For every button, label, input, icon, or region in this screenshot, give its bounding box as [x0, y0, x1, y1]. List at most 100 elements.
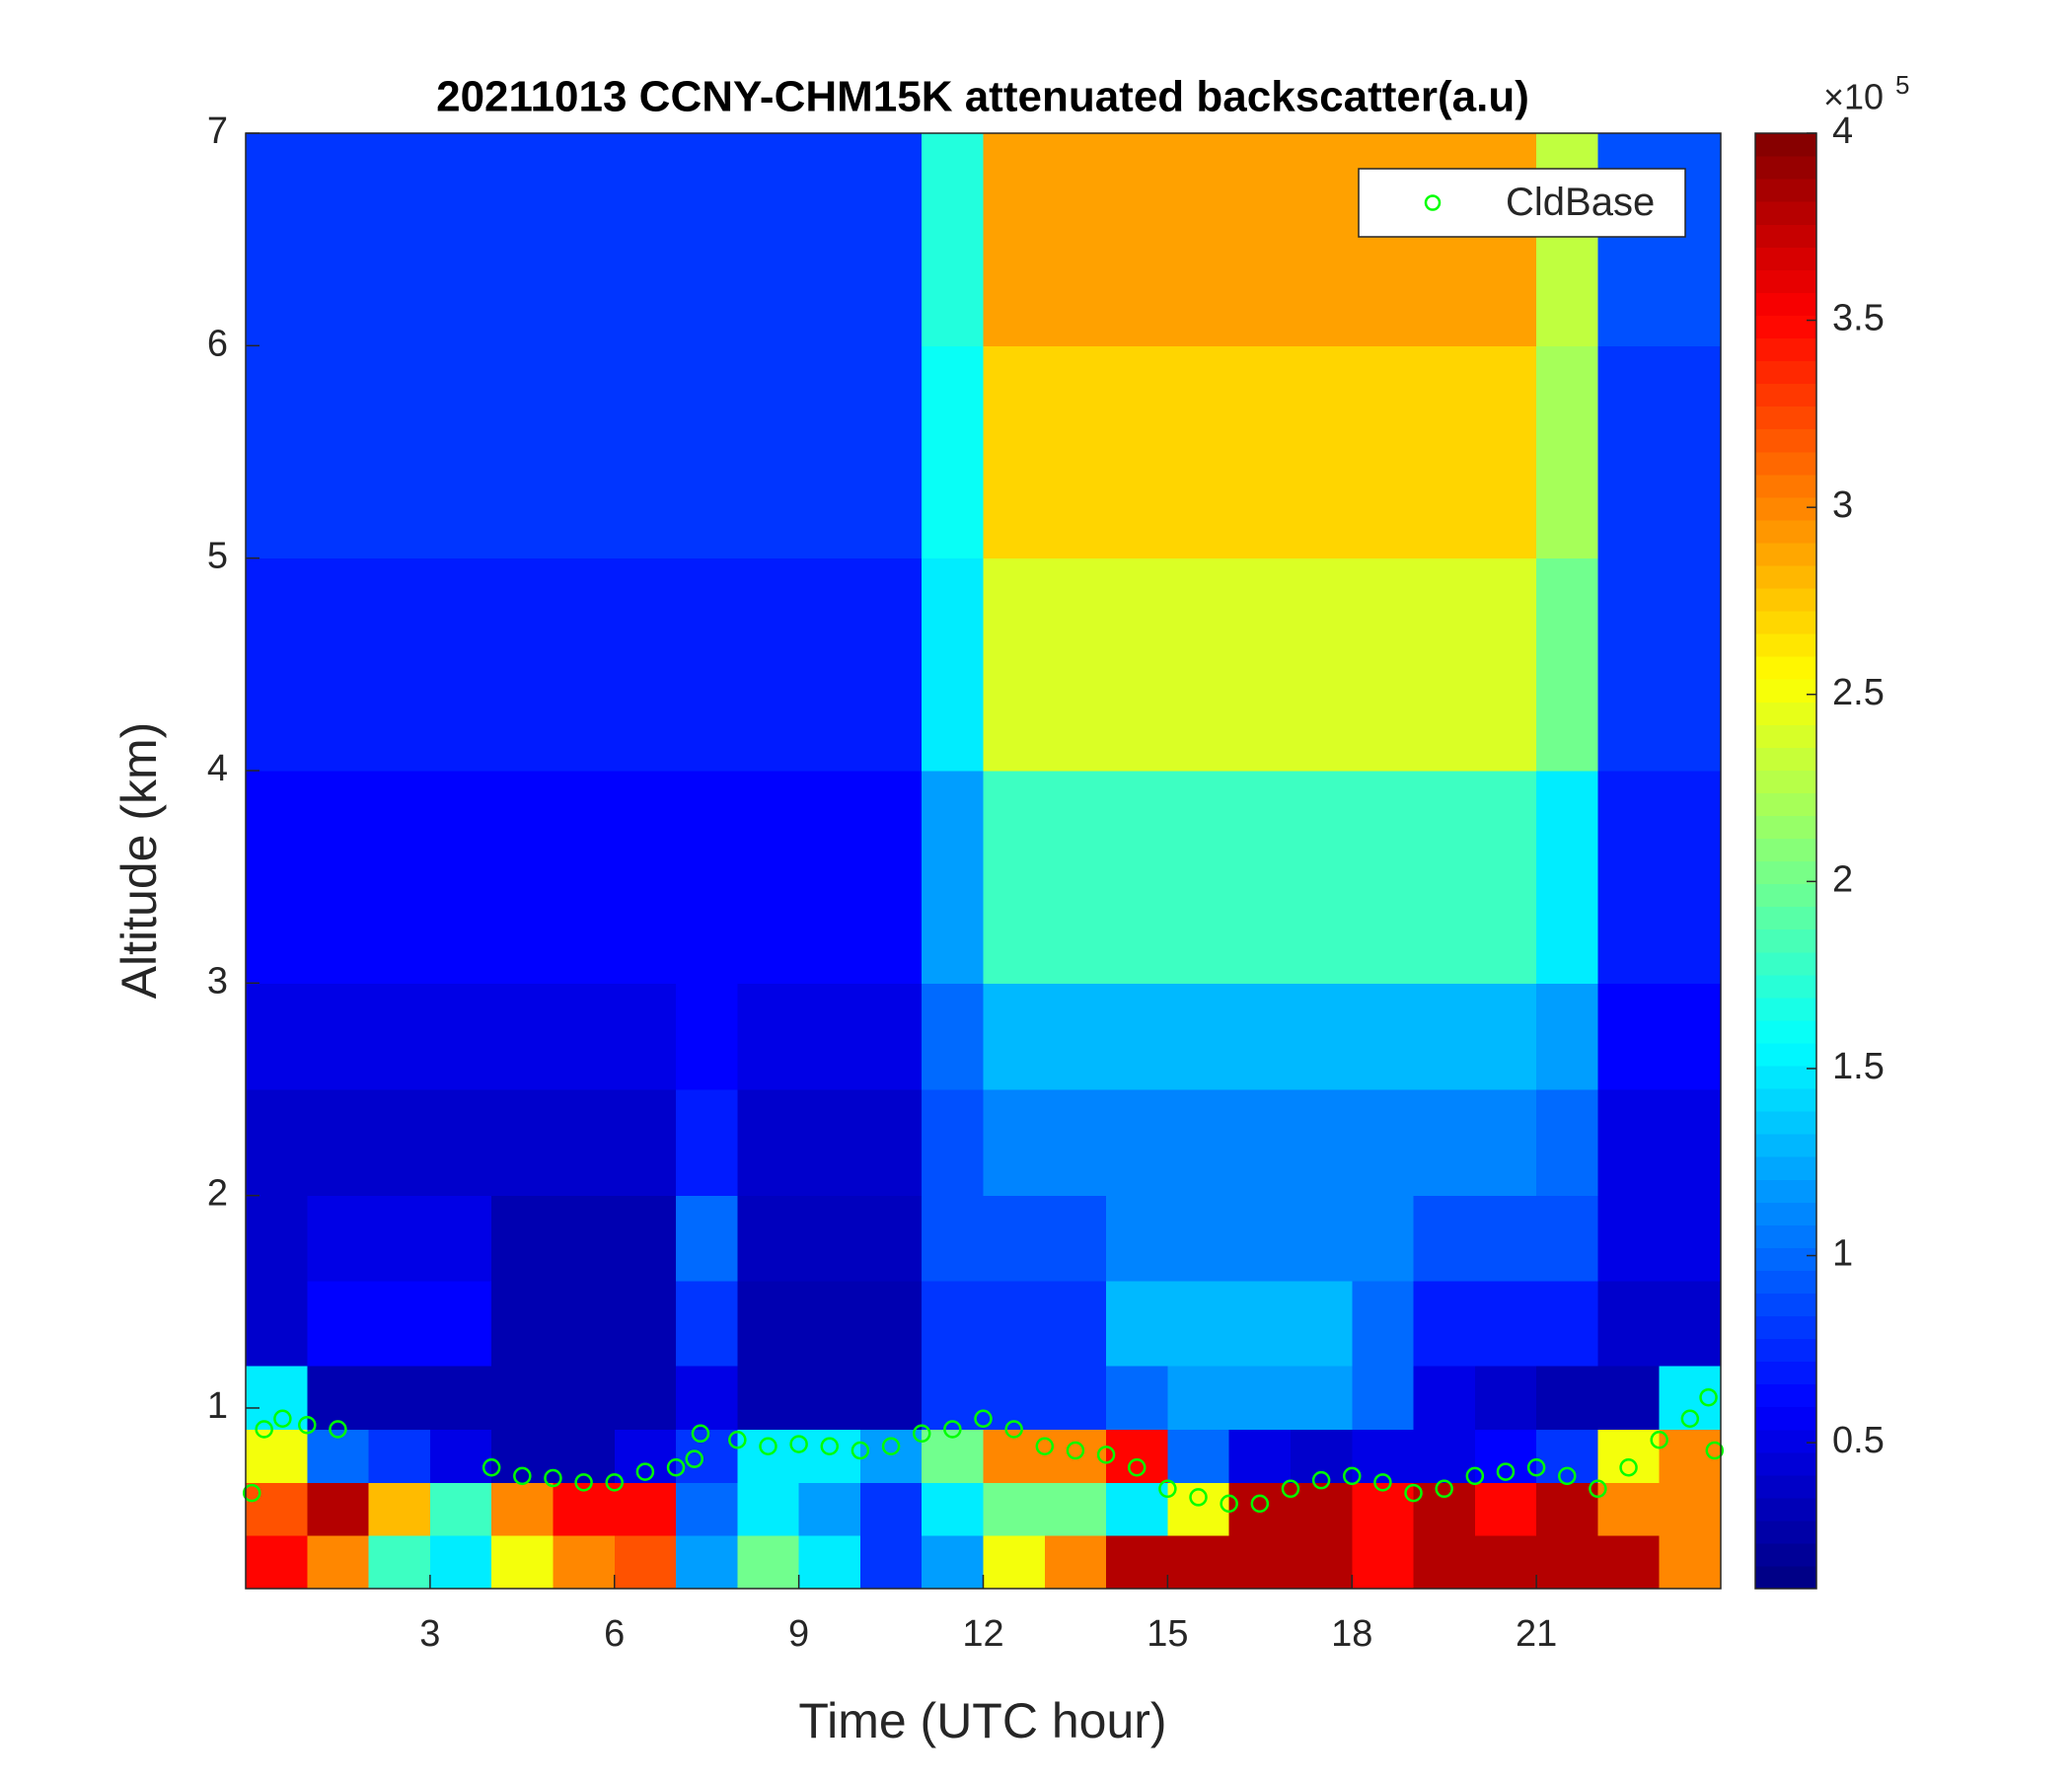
- colorbar-band: [1755, 1087, 1816, 1112]
- colorbar-tick-label: 2.5: [1832, 672, 1885, 713]
- heatmap-cell: [1413, 770, 1476, 984]
- heatmap-cell: [614, 1535, 677, 1590]
- colorbar-band: [1755, 770, 1816, 793]
- heatmap-cell: [1044, 1280, 1107, 1367]
- heatmap-cell: [429, 770, 492, 984]
- heatmap-cell: [614, 1365, 677, 1431]
- heatmap-cell: [429, 983, 492, 1090]
- heatmap-cell: [1597, 133, 1661, 346]
- heatmap-cell: [1044, 1535, 1107, 1590]
- colorbar-band: [1755, 224, 1816, 248]
- heatmap-cell: [1659, 557, 1722, 772]
- heatmap-cell: [922, 1482, 984, 1536]
- cloud-base-point: [635, 1462, 655, 1481]
- heatmap-cell: [983, 1088, 1046, 1197]
- colorbar-band: [1755, 1338, 1816, 1363]
- heatmap-cell: [859, 1535, 923, 1590]
- heatmap-cell: [553, 1535, 616, 1590]
- heatmap-cell: [1413, 1195, 1476, 1282]
- heatmap-cell: [1106, 770, 1168, 984]
- heatmap-cell: [922, 1195, 984, 1282]
- heatmap-cell: [1106, 345, 1168, 559]
- heatmap-cell: [614, 345, 677, 559]
- cloud-base-point: [544, 1468, 562, 1488]
- heatmap-cell: [983, 1365, 1046, 1431]
- colorbar-band: [1755, 1383, 1816, 1408]
- heatmap-cell: [737, 1535, 800, 1590]
- cloud-base-point: [1343, 1466, 1362, 1486]
- heatmap-cell: [798, 1535, 861, 1590]
- cloud-base-point: [1281, 1479, 1300, 1499]
- heatmap-cell: [983, 1535, 1046, 1590]
- colorbar-tick-label: 4: [1832, 111, 1853, 152]
- heatmap-cell: [859, 1482, 923, 1536]
- colorbar-band: [1755, 1474, 1816, 1499]
- colorbar-band: [1755, 587, 1816, 612]
- heatmap-cell: [553, 1280, 616, 1367]
- cloud-base-point: [1250, 1494, 1270, 1514]
- heatmap-cell: [1290, 1429, 1353, 1483]
- heatmap-cell: [798, 1280, 861, 1367]
- x-tick-label: 9: [788, 1613, 809, 1655]
- heatmap-cell: [1597, 770, 1661, 984]
- heatmap-cell: [1044, 1365, 1107, 1431]
- heatmap-cell: [983, 770, 1046, 984]
- colorbar-band: [1755, 860, 1816, 885]
- heatmap-cell: [1106, 983, 1168, 1090]
- heatmap-cell: [368, 345, 431, 559]
- heatmap-cell: [1228, 1535, 1292, 1590]
- heatmap-cell: [798, 983, 861, 1090]
- heatmap-cell: [1536, 1482, 1598, 1536]
- heatmap-cell: [614, 1482, 677, 1536]
- heatmap-cell: [1474, 133, 1537, 346]
- heatmap-cell: [614, 1429, 677, 1483]
- heatmap-cell: [307, 1365, 370, 1431]
- cloud-base-point: [481, 1458, 501, 1477]
- colorbar-band: [1755, 360, 1816, 385]
- colorbar-band: [1755, 451, 1816, 476]
- y-tick-label: 5: [207, 536, 228, 577]
- heatmap-cell: [1659, 770, 1722, 984]
- heatmap-cell: [737, 983, 800, 1090]
- heatmap-cell: [676, 1088, 738, 1197]
- heatmap-cell: [1597, 1365, 1661, 1431]
- heatmap-cell: [368, 770, 431, 984]
- heatmap-cell: [1167, 345, 1230, 559]
- colorbar-band: [1755, 406, 1816, 430]
- heatmap-cell: [246, 1482, 308, 1536]
- heatmap-cell: [1228, 133, 1292, 346]
- colorbar-band: [1755, 1565, 1816, 1590]
- heatmap-cell: [1044, 1088, 1107, 1197]
- colorbar-band: [1755, 1179, 1816, 1203]
- heatmap-cell: [1167, 1088, 1230, 1197]
- cloud-base-point: [255, 1420, 273, 1439]
- heatmap-cell: [368, 1088, 431, 1197]
- colorbar-band: [1755, 133, 1816, 157]
- heatmap-cell: [1044, 345, 1107, 559]
- heatmap: [246, 133, 1722, 1590]
- heatmap-cell: [1659, 1088, 1722, 1197]
- heatmap-cell: [491, 133, 554, 346]
- heatmap-cell: [1352, 557, 1415, 772]
- heatmap-cell: [1413, 133, 1476, 346]
- heatmap-cell: [491, 770, 554, 984]
- y-axis-label: Altitude (km): [111, 722, 167, 1000]
- heatmap-cell: [1659, 983, 1722, 1090]
- cloud-base-point: [1066, 1441, 1085, 1460]
- heatmap-cell: [1228, 1482, 1292, 1536]
- heatmap-cell: [798, 133, 861, 346]
- heatmap-cell: [798, 1088, 861, 1197]
- colorbar-band: [1755, 292, 1816, 316]
- heatmap-cell: [1290, 770, 1353, 984]
- heatmap-cell: [1167, 983, 1230, 1090]
- colorbar-band: [1755, 247, 1816, 270]
- heatmap-cell: [1597, 557, 1661, 772]
- heatmap-cell: [1536, 983, 1598, 1090]
- cloud-base-point: [1004, 1420, 1023, 1439]
- heatmap-cell: [553, 983, 616, 1090]
- heatmap-cell: [429, 1429, 492, 1483]
- heatmap-cell: [491, 1280, 554, 1367]
- colorbar-tick-label: 1.5: [1832, 1046, 1885, 1087]
- heatmap-cell: [368, 1195, 431, 1282]
